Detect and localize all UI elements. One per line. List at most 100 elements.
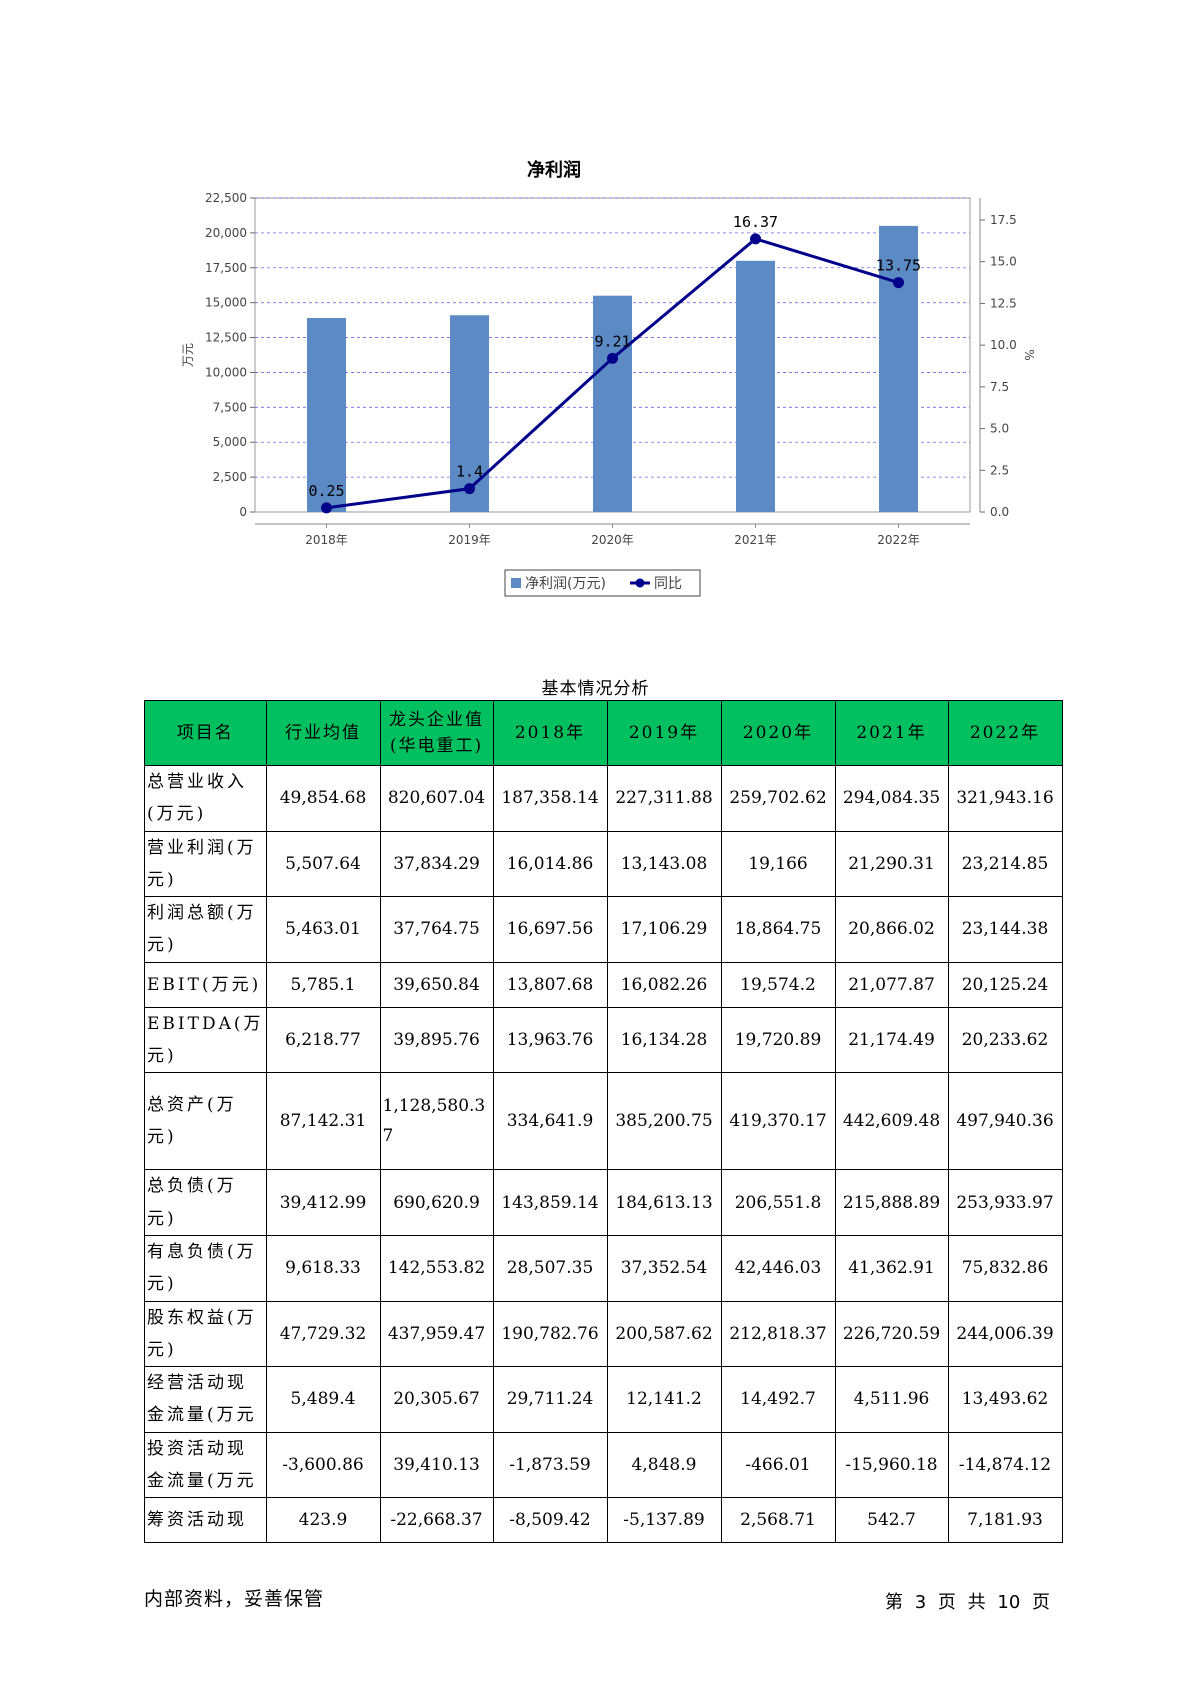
table-cell: 497,940.36 bbox=[947, 1072, 1063, 1171]
table-cell: 190,782.76 bbox=[492, 1300, 608, 1368]
y2-tick-label: 7.5 bbox=[990, 380, 1009, 394]
row-label: EBITDA(万元) bbox=[144, 1006, 267, 1074]
table-cell: 47,729.32 bbox=[265, 1300, 381, 1368]
table-row: 投资活动现金流量(万元 -3,600.86 39,410.13 -1,873.59 4,… bbox=[144, 1431, 1063, 1499]
table-cell: 212,818.37 bbox=[720, 1300, 836, 1368]
table-cell: 39,650.84 bbox=[379, 961, 494, 1008]
column-header: 2020年 bbox=[720, 700, 836, 766]
y-tick-label: 7,500 bbox=[213, 400, 247, 414]
line-point bbox=[607, 352, 618, 364]
table-cell: 542.7 bbox=[834, 1497, 949, 1544]
table-row: 经营活动现金流量(万元 5,489.4 20,305.67 29,711.24 12,1… bbox=[144, 1366, 1063, 1433]
y-axis-label: 万元 bbox=[181, 343, 195, 367]
x-tick-label: 2019年 bbox=[448, 533, 491, 547]
table-cell: 206,551.8 bbox=[720, 1169, 836, 1236]
table-cell: 41,362.91 bbox=[834, 1234, 949, 1302]
y-tick-label: 10,000 bbox=[205, 365, 247, 379]
table-cell: 226,720.59 bbox=[834, 1300, 949, 1368]
y-tick-label: 15,000 bbox=[205, 296, 247, 310]
y-tick-label: 2,500 bbox=[213, 470, 247, 484]
table-cell: 1,128,580.37 bbox=[379, 1072, 494, 1171]
table-cell: 21,290.31 bbox=[834, 830, 949, 898]
table-cell: 20,233.62 bbox=[947, 1006, 1063, 1074]
y2-tick-label: 15.0 bbox=[990, 255, 1017, 269]
row-label: 股东权益(万元) bbox=[144, 1300, 267, 1368]
table-cell: 39,895.76 bbox=[379, 1006, 494, 1074]
table-title: 基本情况分析 bbox=[541, 679, 650, 699]
table-cell: 21,077.87 bbox=[834, 961, 949, 1008]
data-label: 16.37 bbox=[733, 213, 778, 231]
table-cell: 2,568.71 bbox=[720, 1497, 836, 1544]
table-cell: 5,785.1 bbox=[265, 961, 381, 1008]
table-cell: 23,214.85 bbox=[947, 830, 1063, 898]
table-row: 股东权益(万元) 47,729.32 437,959.47 190,782.76 200… bbox=[144, 1300, 1063, 1368]
table-cell: 28,507.35 bbox=[492, 1234, 608, 1302]
table-cell: 253,933.97 bbox=[947, 1169, 1063, 1236]
y2-axis-label: % bbox=[1022, 349, 1036, 360]
table-cell: 4,848.9 bbox=[606, 1431, 722, 1499]
table-cell: 184,613.13 bbox=[606, 1169, 722, 1236]
table-row: 营业利润(万元) 5,507.64 37,834.29 16,014.86 13,143… bbox=[144, 830, 1063, 898]
table-cell: 20,305.67 bbox=[379, 1366, 494, 1433]
y2-tick-label: 10.0 bbox=[990, 338, 1017, 352]
table-cell: 294,084.35 bbox=[834, 765, 949, 832]
table-row: 总负债(万元) 39,412.99 690,620.9 143,859.14 184,6… bbox=[144, 1169, 1063, 1236]
table-cell: 20,125.24 bbox=[947, 961, 1063, 1008]
table-cell: 200,587.62 bbox=[606, 1300, 722, 1368]
y-tick-label: 22,500 bbox=[205, 191, 247, 205]
bar bbox=[450, 315, 489, 512]
table-cell: 39,410.13 bbox=[379, 1431, 494, 1499]
table-cell: 16,014.86 bbox=[492, 830, 608, 898]
chart-canvas: 净利润 0 2,500 5,000 7,500 10,000 12,500 15,000 17,… bbox=[181, 160, 1036, 597]
table-cell: 14,492.7 bbox=[720, 1366, 836, 1433]
table-row: 利润总额(万元) 5,463.01 37,764.75 16,697.56 17,106… bbox=[144, 896, 1063, 963]
x-tick-label: 2020年 bbox=[591, 533, 634, 547]
table-cell: 49,854.68 bbox=[265, 765, 381, 832]
table-cell: 18,864.75 bbox=[720, 896, 836, 963]
table-cell: -22,668.37 bbox=[379, 1497, 494, 1544]
table-cell: -14,874.12 bbox=[947, 1431, 1063, 1499]
column-header: 龙头企业值(华电重工) bbox=[379, 700, 494, 766]
table-cell: 37,834.29 bbox=[379, 830, 494, 898]
x-tick-label: 2021年 bbox=[734, 533, 777, 547]
y-tick-label: 20,000 bbox=[205, 226, 247, 240]
row-label: 投资活动现金流量(万元 bbox=[144, 1431, 267, 1499]
table-cell: 16,697.56 bbox=[492, 896, 608, 963]
net-profit-chart: 净利润 0 2,500 5,000 7,500 10,000 12,500 15,000 17,… bbox=[170, 160, 1050, 620]
y-tick-label: 5,000 bbox=[213, 435, 247, 449]
basic-analysis-table: 项目名 行业均值 龙头企业值(华电重工) 2018年 2019年 2020年 2021年 20… bbox=[144, 700, 1063, 1544]
y2-tick-label: 0.0 bbox=[990, 505, 1009, 519]
row-label: 利润总额(万元) bbox=[144, 896, 267, 963]
table-cell: 87,142.31 bbox=[265, 1072, 381, 1171]
chart-title: 净利润 bbox=[527, 160, 581, 181]
table-cell: 13,143.08 bbox=[606, 830, 722, 898]
table-cell: 13,963.76 bbox=[492, 1006, 608, 1074]
table-cell: 820,607.04 bbox=[379, 765, 494, 832]
table-cell: -1,873.59 bbox=[492, 1431, 608, 1499]
table-row: 有息负债(万元) 9,618.33 142,553.82 28,507.35 37,35… bbox=[144, 1234, 1063, 1302]
table-cell: 75,832.86 bbox=[947, 1234, 1063, 1302]
table-cell: 37,764.75 bbox=[379, 896, 494, 963]
table-cell: 5,463.01 bbox=[265, 896, 381, 963]
table-cell: 39,412.99 bbox=[265, 1169, 381, 1236]
footer-confidential-note: 内部资料，妥善保管 bbox=[144, 1588, 325, 1610]
table-cell: 7,181.93 bbox=[947, 1497, 1063, 1544]
x-tick-label: 2022年 bbox=[877, 533, 920, 547]
legend-swatch-point bbox=[635, 578, 645, 588]
table-cell: 23,144.38 bbox=[947, 896, 1063, 963]
table-cell: 142,553.82 bbox=[379, 1234, 494, 1302]
table-cell: 215,888.89 bbox=[834, 1169, 949, 1236]
bar bbox=[593, 295, 632, 512]
table-cell: 17,106.29 bbox=[606, 896, 722, 963]
table-cell: 29,711.24 bbox=[492, 1366, 608, 1433]
x-tick-label: 2018年 bbox=[305, 533, 348, 547]
table-cell: 143,859.14 bbox=[492, 1169, 608, 1236]
table-cell: 21,174.49 bbox=[834, 1006, 949, 1074]
table-cell: 4,511.96 bbox=[834, 1366, 949, 1433]
table-cell: 244,006.39 bbox=[947, 1300, 1063, 1368]
row-label: 总资产(万元) bbox=[144, 1072, 267, 1171]
column-header: 2022年 bbox=[947, 700, 1063, 766]
table-cell: 16,082.26 bbox=[606, 961, 722, 1008]
table-cell: 19,574.2 bbox=[720, 961, 836, 1008]
table-cell: -8,509.42 bbox=[492, 1497, 608, 1544]
